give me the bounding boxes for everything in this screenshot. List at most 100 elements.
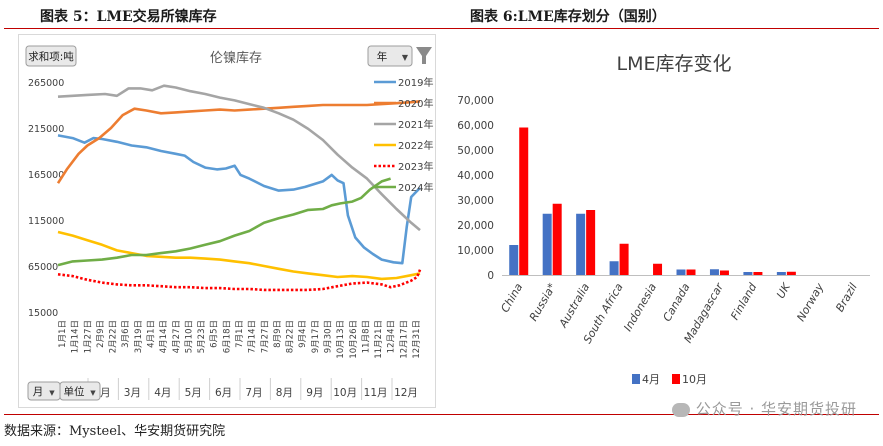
date-tick-label: 3月6日 [121, 320, 131, 348]
date-tick-label: 3月19日 [134, 320, 144, 353]
bar-4月-Russia* [542, 213, 552, 275]
legend-label: 10月 [682, 373, 707, 386]
date-tick-label: 7月27日 [260, 320, 270, 353]
series-line-2019年 [57, 134, 421, 265]
date-tick-label: 1月1日 [58, 320, 68, 348]
bar-10月-China [519, 127, 529, 275]
date-tick-label: 2月9日 [96, 320, 106, 348]
bar-4月-Madagascar [709, 269, 719, 275]
watermark-text: 公众号 · 华安期货投研 [695, 400, 857, 418]
bar-10月-Russia* [552, 203, 562, 275]
date-tick-label: 12月17日 [399, 320, 409, 359]
unit-button[interactable]: 单位 ▼ [59, 381, 101, 401]
legend-label: 2023年 [398, 160, 433, 173]
month-button[interactable]: 月 ▼ [27, 381, 61, 401]
date-tick-label: 9月4日 [298, 320, 308, 348]
month-label: 8月 [276, 387, 293, 399]
month-label: 9月 [306, 387, 323, 399]
bar-4月-Canada [676, 269, 686, 275]
series-line-2023年 [57, 269, 422, 292]
field-button[interactable]: 求和项:吨 [25, 45, 77, 67]
y-tick-label: 0 [487, 270, 494, 282]
month-label: 5月 [185, 387, 202, 399]
year-filter-button[interactable]: 年 ▼ [367, 45, 413, 67]
bar-4月-UK [776, 272, 786, 275]
month-label: 4月 [154, 387, 171, 399]
legend-label: 2019年 [398, 76, 433, 89]
legend-label: 2021年 [398, 118, 433, 131]
y-tick-label: 265000 [28, 78, 64, 89]
chevron-down-icon: ▼ [402, 53, 409, 62]
date-tick-label: 8月9日 [273, 320, 283, 348]
y-tick-label: 115000 [28, 216, 64, 227]
month-label: 10月 [333, 387, 357, 399]
country-stock-chart-panel: LME库存变化 0 10,000 20,000 30,000 40,000 50,000 6… [440, 34, 878, 396]
legend-label: 4月 [642, 373, 660, 386]
bar-10月-South Africa [619, 243, 629, 275]
bar-4月-South Africa [609, 261, 619, 275]
date-tick-label: 12月4日 [387, 320, 397, 353]
y-tick-label: 165000 [28, 170, 64, 181]
y-tick-label: 65000 [28, 262, 58, 273]
month-label: 11月 [364, 387, 388, 399]
y-tick-label: 60,000 [457, 120, 494, 132]
date-tick-label: 10月26日 [349, 320, 359, 359]
bar-4月-Australia [576, 213, 586, 275]
month-label: 6月 [215, 387, 232, 399]
source-note: 数据来源：Mysteel、华安期货研究院 [4, 424, 226, 439]
date-tick-label: 6月5日 [210, 320, 220, 348]
y-tick-label: 10,000 [457, 245, 494, 257]
bar-10月-Australia [586, 210, 596, 275]
date-tick-label: 1月14日 [71, 320, 81, 353]
date-tick-label: 5月23日 [197, 320, 207, 353]
legend-swatch [632, 374, 640, 384]
date-tick-label: 9月17日 [311, 320, 321, 353]
country-stock-bar-chart: LME库存变化 0 10,000 20,000 30,000 40,000 50,000 6… [440, 34, 878, 396]
nickel-stock-chart-panel: 求和项:吨 伦镍库存 年 ▼ 265000 215000 165000 115000 6… [18, 34, 436, 408]
date-tick-label: 5月10日 [184, 320, 194, 353]
legend-label: 2020年 [398, 97, 433, 110]
unit-button-label: 单位 [64, 385, 85, 398]
header-rule [4, 28, 879, 29]
filter-funnel-icon [416, 47, 432, 64]
date-tick-label: 6月18日 [222, 320, 232, 353]
series-line-2021年 [57, 84, 421, 232]
month-button-label: 月 [33, 386, 44, 398]
date-tick-label: 4月1日 [147, 320, 157, 348]
chevron-down-icon: ▼ [49, 389, 55, 397]
y-tick-label: 15000 [28, 308, 58, 319]
nickel-stock-line-chart: 求和项:吨 伦镍库存 年 ▼ 265000 215000 165000 115000 6… [18, 34, 436, 408]
legend-label: 2024年 [398, 181, 433, 194]
y-tick-label: 70,000 [457, 95, 494, 107]
series-line-2022年 [57, 230, 421, 281]
bar-10月-Finland [753, 272, 763, 275]
month-label: 7月 [245, 387, 262, 399]
bar-10月-Indonesia [653, 263, 663, 275]
bar-4月-China [509, 245, 519, 275]
left-figure-title: 图表 5：LME交易所镍库存 [40, 9, 217, 25]
legend-swatch [672, 374, 680, 384]
y-tick-label: 40,000 [457, 170, 494, 182]
series-line-2020年 [56, 100, 421, 184]
date-tick-label: 10月13日 [336, 320, 346, 359]
date-tick-label: 11月21日 [374, 320, 384, 359]
bar-10月-Madagascar [719, 270, 729, 275]
y-tick-label: 30,000 [457, 195, 494, 207]
date-tick-label: 11月8日 [361, 320, 371, 353]
bar-4月-Finland [743, 272, 753, 275]
field-button-label: 求和项:吨 [28, 50, 74, 63]
bar-10月-Canada [686, 269, 696, 275]
y-tick-label: 215000 [28, 124, 64, 135]
chart-title: LME库存变化 [617, 53, 732, 75]
date-tick-label: 1月27日 [83, 320, 93, 353]
date-tick-label: 8月22日 [286, 320, 296, 353]
footer-rule [4, 414, 879, 415]
date-tick-label: 4月27日 [172, 320, 182, 353]
date-tick-label: 7月14日 [248, 320, 258, 353]
wechat-icon [671, 402, 690, 417]
date-tick-label: 9月30日 [324, 320, 334, 353]
y-tick-label: 20,000 [457, 220, 494, 232]
bar-10月-UK [786, 271, 796, 275]
chart-title: 伦镍库存 [210, 50, 262, 66]
month-label: 3月 [124, 387, 141, 399]
